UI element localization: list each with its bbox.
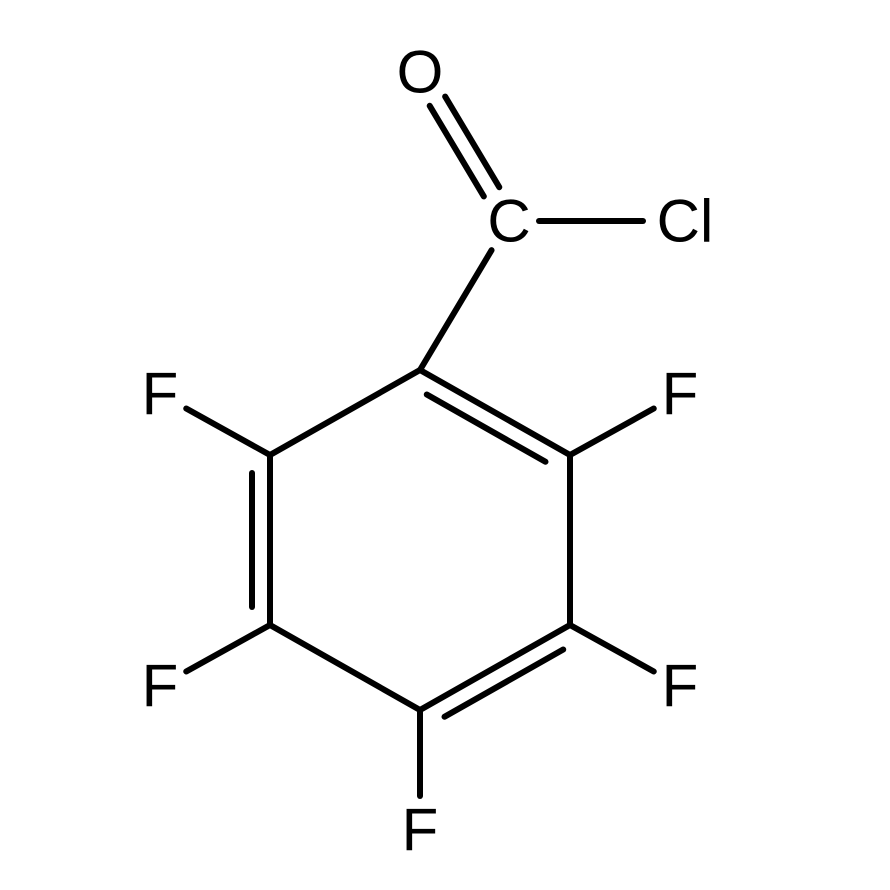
atom-label-cl: Cl bbox=[657, 188, 714, 255]
chemical-structure-diagram: F F F F F C O Cl bbox=[0, 0, 890, 890]
atom-label-f6: F bbox=[142, 361, 179, 428]
atom-label-f2: F bbox=[662, 361, 699, 428]
atom-label-f4: F bbox=[402, 797, 439, 864]
atom-label-ccarb: C bbox=[487, 188, 530, 255]
atom-label-o: O bbox=[397, 39, 444, 106]
atom-label-f5: F bbox=[142, 653, 179, 720]
atom-label-f3: F bbox=[662, 653, 699, 720]
